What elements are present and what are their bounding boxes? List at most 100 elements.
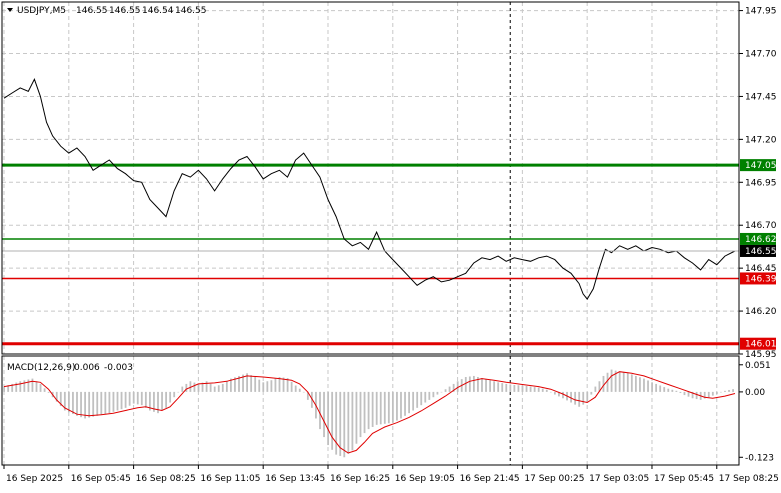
macd-histogram-bar [359, 391, 362, 438]
x-tick-label: 16 Sep 2025 [6, 474, 63, 484]
macd-histogram-bar [189, 381, 192, 392]
level-label-box [740, 159, 776, 172]
x-tick-label: 16 Sep 21:45 [460, 474, 520, 484]
macd-histogram-bar [630, 374, 633, 392]
macd-histogram-bar [529, 386, 532, 392]
macd-histogram-bar [302, 391, 305, 393]
macd-histogram-bar [128, 391, 131, 406]
macd-histogram-bar [663, 387, 666, 392]
macd-histogram-bar [715, 391, 718, 395]
macd-histogram-bar [35, 381, 38, 392]
macd-histogram-bar [420, 391, 423, 406]
x-tick-label: 16 Sep 19:05 [395, 474, 455, 484]
macd-signal-value: -0.003 [104, 363, 133, 373]
macd-histogram-bar [347, 391, 350, 454]
macd-histogram-bar [148, 391, 151, 411]
x-tick-label: 17 Sep 03:05 [589, 474, 649, 484]
macd-histogram-bar [683, 391, 686, 396]
macd-histogram-bar [92, 391, 95, 417]
macd-histogram-bar [132, 391, 135, 404]
macd-y-tick-label: -0.123 [745, 453, 774, 463]
macd-label: MACD(12,26,9) [7, 363, 75, 373]
macd-histogram-bar [43, 388, 46, 392]
level-label-box [740, 232, 776, 245]
macd-histogram-bar [513, 384, 516, 392]
macd-histogram-bar [703, 391, 706, 399]
macd-histogram-bar [570, 391, 572, 403]
macd-histogram-bar [501, 383, 504, 392]
macd-histogram-bar [31, 378, 34, 392]
macd-histogram-bar [622, 372, 625, 392]
macd-histogram-bar [626, 372, 629, 392]
macd-histogram-bar [444, 389, 447, 392]
macd-histogram-bar [47, 391, 50, 393]
macd-histogram-bar [331, 391, 334, 450]
macd-histogram-bar [639, 377, 641, 392]
macd-histogram-bar [517, 385, 520, 392]
macd-histogram-bar [157, 391, 159, 414]
x-tick-label: 16 Sep 13:45 [265, 474, 325, 484]
y-tick-label: 146.20 [745, 307, 777, 317]
macd-histogram-bar [294, 385, 297, 392]
macd-histogram-bar [634, 375, 637, 392]
macd-histogram-bar [598, 381, 601, 392]
macd-histogram-bar [173, 391, 176, 398]
macd-histogram-bar [659, 385, 662, 392]
level-label: 146.01 [745, 340, 777, 350]
ohlc-low: 146.54 [142, 6, 174, 16]
macd-histogram-bar [400, 391, 402, 419]
x-tick-label: 16 Sep 11:05 [200, 474, 260, 484]
macd-histogram-bar [549, 391, 552, 393]
macd-histogram-bar [396, 391, 398, 421]
chevron-down-icon[interactable] [7, 8, 13, 12]
macd-chart-frame [1, 355, 740, 466]
macd-histogram-bar [643, 378, 645, 392]
macd-histogram-bar [19, 381, 22, 392]
y-tick-label: 147.45 [745, 92, 777, 102]
macd-histogram-bar [586, 391, 589, 403]
macd-histogram-bar [485, 379, 487, 392]
macd-histogram-bar [335, 391, 338, 455]
macd-histogram-bar [383, 391, 386, 424]
macd-histogram-bar [610, 369, 613, 392]
macd-histogram-bar [278, 377, 281, 392]
y-tick-label: 147.20 [745, 135, 777, 145]
macd-histogram-bar [161, 391, 163, 411]
level-label: 147.05 [745, 161, 777, 171]
macd-histogram-bar [238, 375, 240, 392]
macd-histogram-bar [306, 391, 309, 400]
level-label-box [740, 337, 776, 350]
macd-histogram-bar [181, 386, 184, 392]
macd-histogram-bar [416, 391, 419, 408]
macd-histogram-bar [59, 391, 62, 407]
macd-histogram-bar [525, 386, 528, 392]
macd-y-tick-label: 0.051 [745, 361, 771, 371]
macd-signal-line [3, 371, 736, 454]
macd-histogram-bar [594, 386, 597, 392]
main-chart-frame [1, 1, 740, 355]
macd-histogram-bar [76, 391, 78, 416]
macd-histogram-bar [404, 391, 406, 416]
macd-histogram-bar [136, 391, 139, 405]
macd-histogram-bar [728, 389, 730, 392]
macd-histogram-bar [55, 391, 58, 402]
macd-histogram-bar [363, 391, 366, 434]
x-tick-label: 17 Sep 05:45 [654, 474, 714, 484]
macd-histogram-bar [327, 391, 329, 446]
macd-histogram-bar [651, 382, 653, 392]
macd-histogram-bar [3, 386, 5, 392]
level-label: 146.39 [745, 274, 777, 284]
x-tick-label: 17 Sep 08:25 [719, 474, 779, 484]
macd-histogram-bar [282, 377, 285, 392]
macd-histogram-bar [481, 378, 483, 392]
macd-histogram-bar [732, 389, 734, 392]
macd-histogram-bar [655, 383, 658, 392]
macd-histogram-bar [695, 391, 698, 400]
macd-histogram-bar [286, 378, 289, 392]
macd-histogram-bar [185, 383, 188, 392]
macd-histogram-bar [477, 377, 479, 392]
macd-histogram-bar [84, 391, 86, 419]
macd-histogram-bar [343, 391, 346, 458]
macd-histogram-bar [112, 391, 115, 412]
